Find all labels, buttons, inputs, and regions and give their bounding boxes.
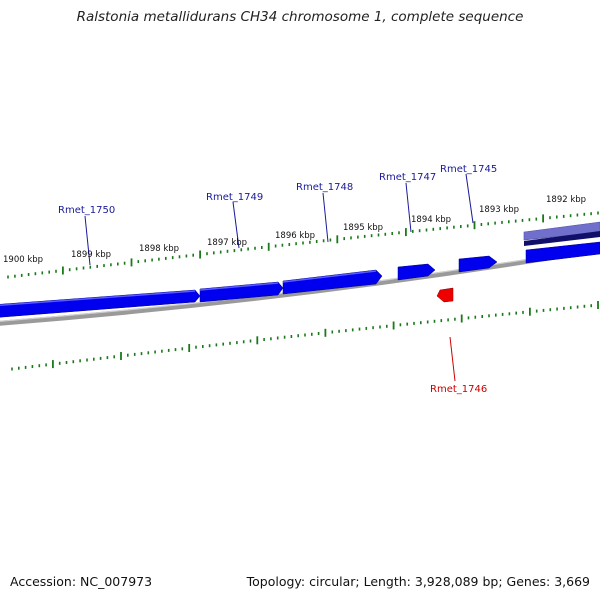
feature-band-top-right (523, 221, 600, 241)
gene-label-rmet-1746: Rmet_1746 (430, 384, 487, 395)
scale-label-1893: 1893 kbp (479, 205, 519, 215)
gene-rmet-1747[interactable] (397, 263, 436, 281)
scale-label-1894: 1894 kbp (411, 215, 451, 225)
gene-rmet-1750[interactable] (0, 289, 201, 318)
gene-rmet-1748[interactable] (282, 269, 383, 295)
gene-offscreen-right[interactable] (525, 241, 600, 264)
gene-label-rmet-1749: Rmet_1749 (206, 192, 263, 203)
gene-label-rmet-1745: Rmet_1745 (440, 164, 497, 175)
gene-rmet-1746[interactable] (436, 287, 454, 303)
scale-label-1900: 1900 kbp (3, 255, 43, 265)
gene-label-rmet-1747: Rmet_1747 (379, 172, 436, 183)
tick-track-bottom (11, 301, 599, 371)
accession-label: Accession: NC_007973 (10, 574, 153, 589)
scale-label-1898: 1898 kbp (139, 244, 179, 254)
scale-label-1895: 1895 kbp (343, 223, 383, 233)
gene-rmet-1745[interactable] (458, 255, 498, 273)
scale-label-1896: 1896 kbp (275, 231, 315, 241)
map-title: Ralstonia metallidurans CH34 chromosome … (76, 9, 524, 25)
topology-label: Topology: circular; Length: 3,928,089 bp… (246, 574, 590, 589)
scale-label-1899: 1899 kbp (71, 250, 111, 260)
gene-rmet-1749[interactable] (199, 281, 284, 303)
feature-band-dark (524, 231, 600, 246)
gene-label-rmet-1750: Rmet_1750 (58, 205, 115, 216)
gene-label-rmet-1748: Rmet_1748 (296, 182, 353, 193)
backbone (0, 247, 600, 326)
scale-label-1892: 1892 kbp (546, 195, 586, 205)
tick-track-top (7, 211, 599, 279)
scale-label-1897: 1897 kbp (207, 238, 247, 248)
